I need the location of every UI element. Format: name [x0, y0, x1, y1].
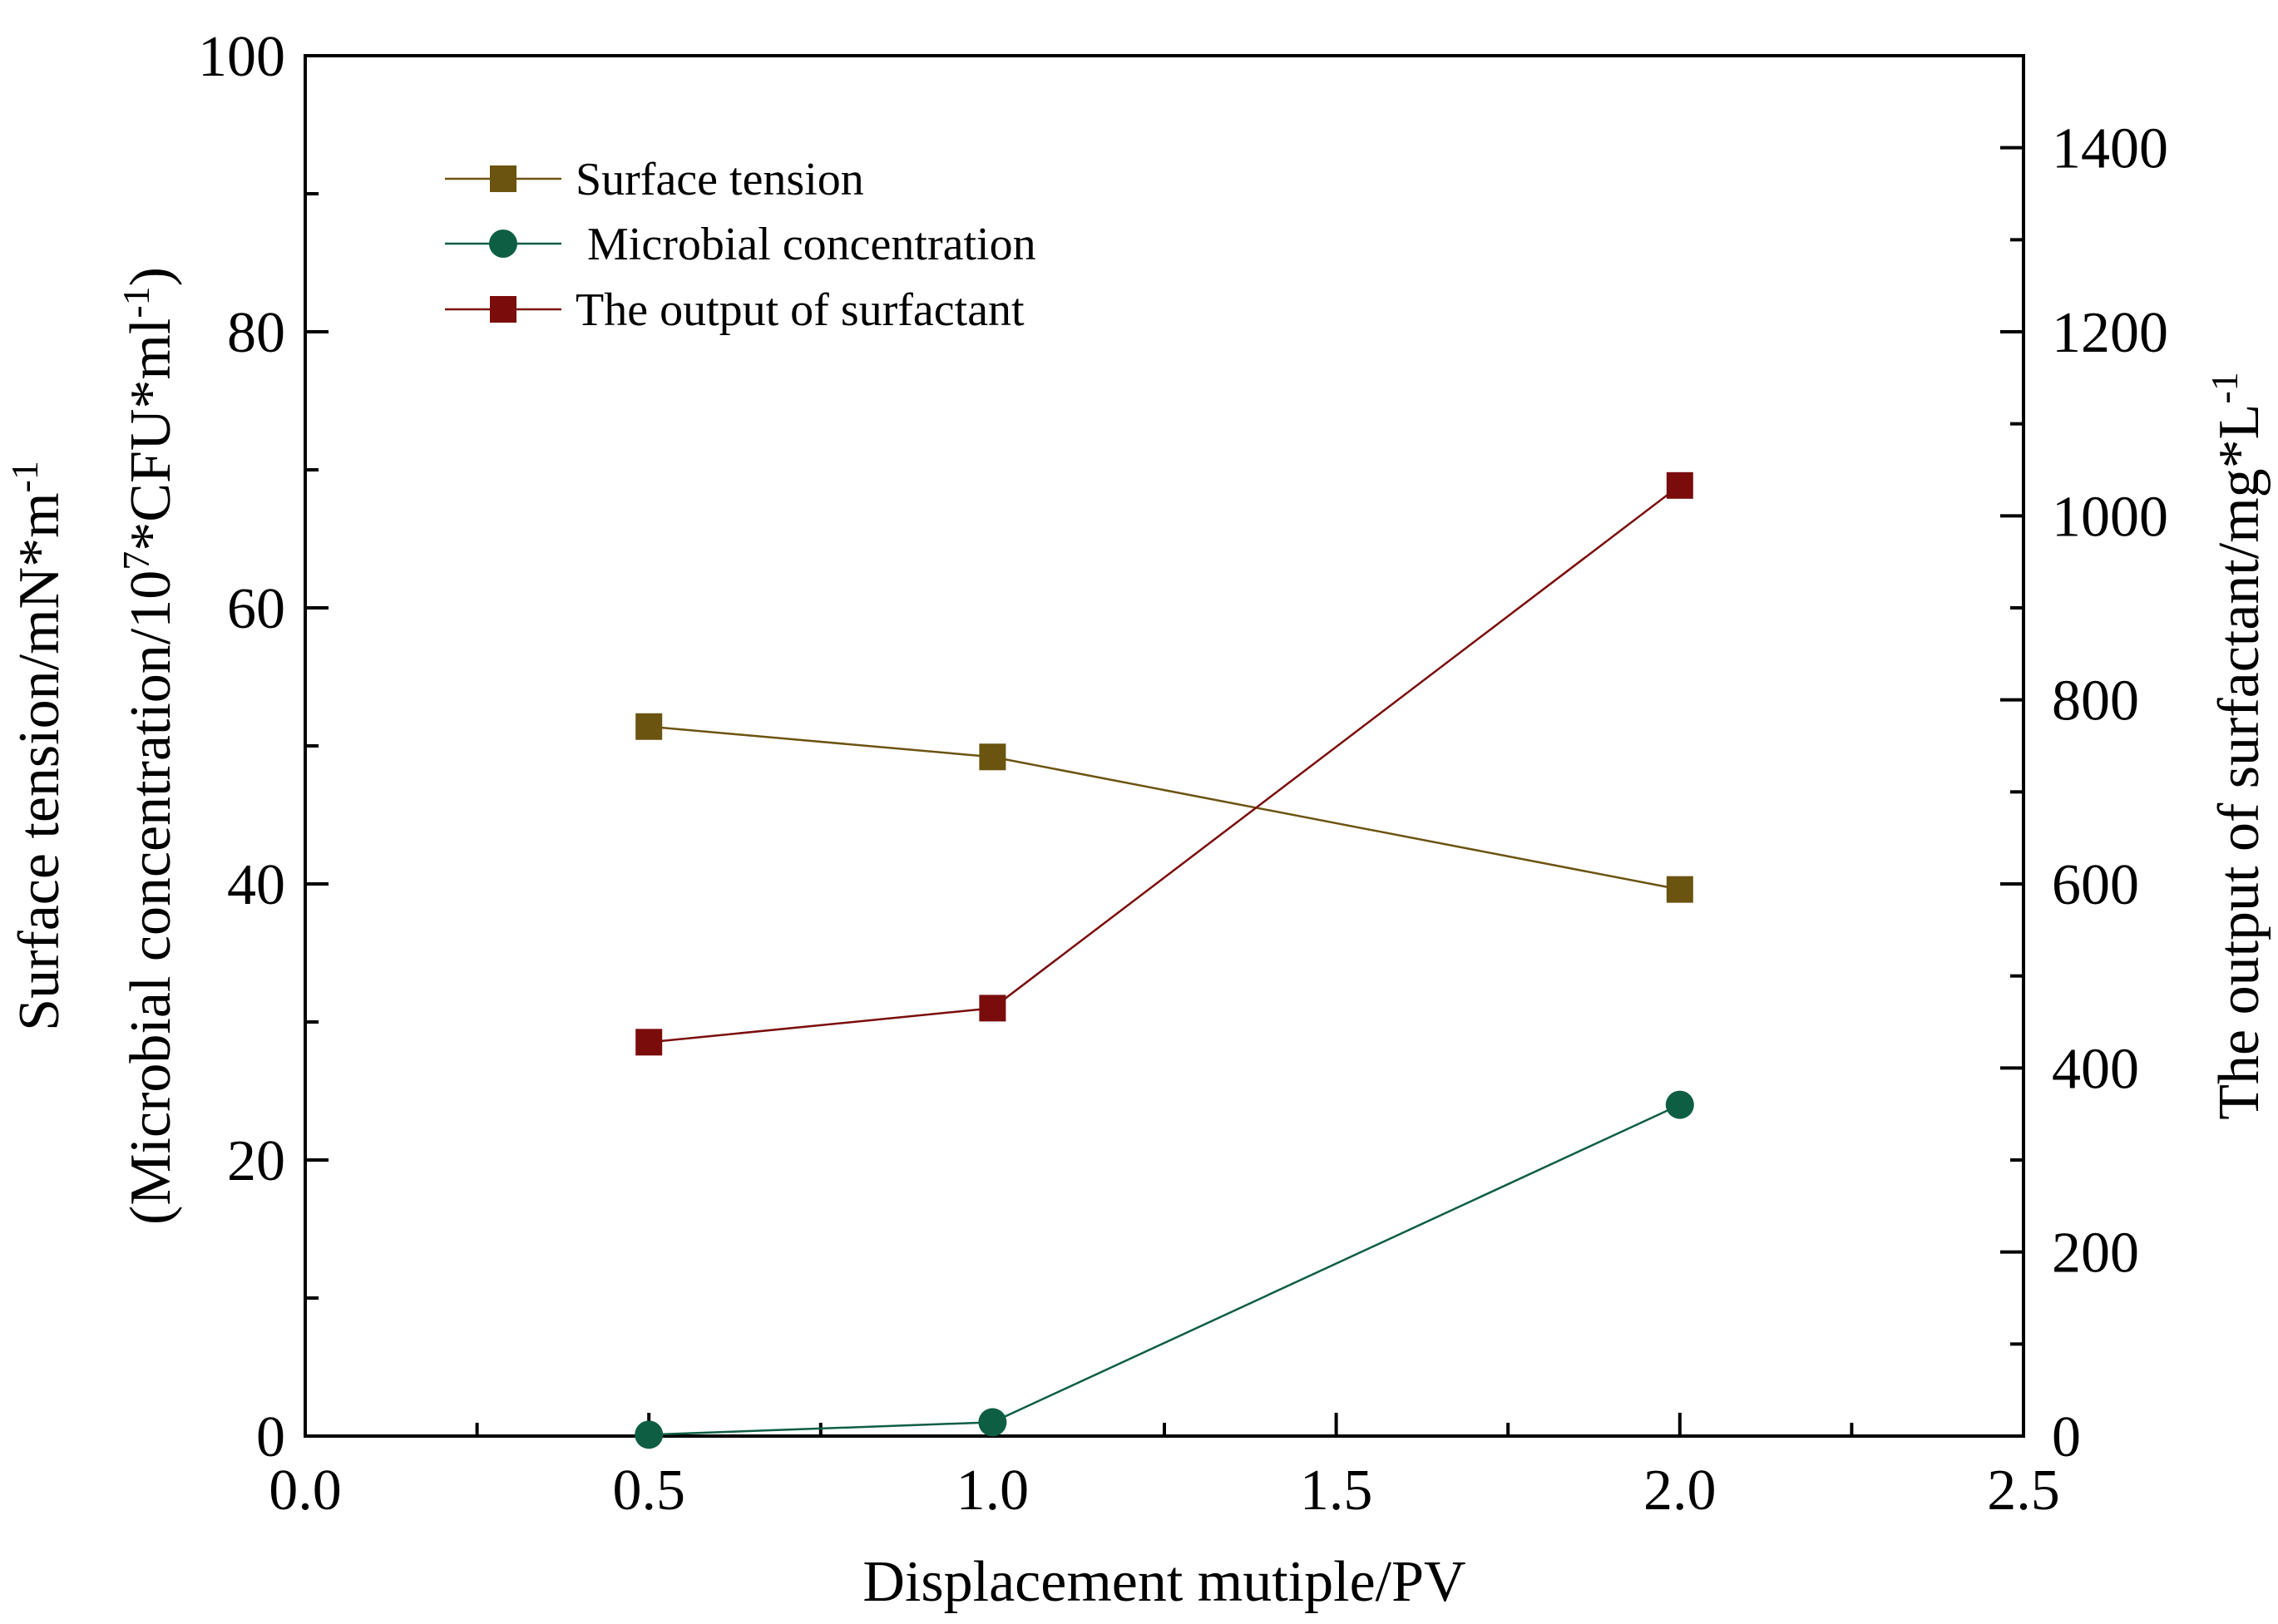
x-axis-title: Displacement mutiple/PV	[862, 1550, 1465, 1614]
y-right-tick-label: 600	[2052, 853, 2139, 917]
legend-label-output-of-surfactant: The output of surfactant	[576, 284, 1025, 336]
series-line	[649, 725, 1681, 891]
y-right-tick-label: 200	[2052, 1222, 2139, 1286]
y-right-tick-label: 0	[2052, 1405, 2081, 1469]
data-point	[1665, 1090, 1694, 1119]
data-point	[978, 1408, 1007, 1437]
y-left-tick-label: 40	[227, 853, 285, 917]
y-right-tick-label: 1400	[2052, 117, 2168, 181]
legend-item-output-of-surfactant: The output of surfactant	[445, 284, 1025, 336]
data-point	[635, 713, 663, 740]
series-1	[635, 1090, 1694, 1449]
data-point	[1666, 471, 1693, 499]
x-tick-label: 1.5	[1300, 1459, 1373, 1523]
series-2	[635, 471, 1693, 1056]
legend: Surface tension Microbial concentration …	[445, 154, 1036, 336]
x-tick-label: 2.5	[1987, 1459, 2060, 1523]
series-layer	[635, 471, 1694, 1449]
y-right-axis-title: The output of surfactant/mg*L-1	[2203, 372, 2272, 1120]
x-axis-ticks: 0.0 0.5 1.0 1.5 2.0 2.5	[269, 1413, 2060, 1523]
y-right-axis-ticks: 0 200 400 600 800 1000 1200 1400	[2000, 54, 2168, 1469]
data-point	[979, 995, 1006, 1022]
y-left-axis-title-1: Surface tension/mN*m-1	[3, 461, 72, 1031]
y-left-tick-label: 0	[256, 1405, 285, 1469]
y-right-tick-label: 800	[2052, 669, 2139, 733]
legend-marker-surface-tension	[490, 165, 516, 192]
legend-label-microbial-concentration: Microbial concentration	[576, 219, 1036, 270]
legend-marker-output-of-surfactant	[490, 296, 516, 323]
y-left-axis-ticks: 0 20 40 60 80 100	[198, 25, 329, 1469]
x-tick-label: 0.5	[612, 1459, 685, 1523]
legend-marker-microbial-concentration	[489, 230, 517, 258]
series-line	[649, 1103, 1681, 1436]
x-tick-label: 1.0	[956, 1459, 1030, 1523]
y-left-tick-label: 60	[227, 577, 285, 641]
data-point	[635, 1420, 664, 1449]
y-left-axis-title-2: (Microbial concentration/107*CFU*ml-1)	[115, 267, 184, 1225]
y-right-tick-label: 1200	[2052, 301, 2168, 365]
y-left-tick-label: 20	[227, 1129, 285, 1193]
legend-item-surface-tension: Surface tension	[445, 154, 864, 205]
legend-item-microbial-concentration: Microbial concentration	[445, 219, 1036, 270]
legend-label-surface-tension: Surface tension	[576, 154, 864, 205]
y-right-tick-label: 1000	[2052, 485, 2168, 549]
y-left-tick-label: 100	[198, 25, 285, 89]
x-tick-label: 2.0	[1643, 1459, 1717, 1523]
series-0	[635, 713, 1693, 903]
data-point	[1666, 876, 1693, 903]
x-tick-label: 0.0	[269, 1459, 342, 1523]
y-left-tick-label: 80	[227, 301, 285, 365]
y-right-tick-label: 400	[2052, 1037, 2139, 1101]
series-line	[649, 484, 1681, 1044]
data-point	[635, 1029, 663, 1056]
data-point	[979, 743, 1006, 771]
plot-frame	[304, 54, 2025, 1438]
